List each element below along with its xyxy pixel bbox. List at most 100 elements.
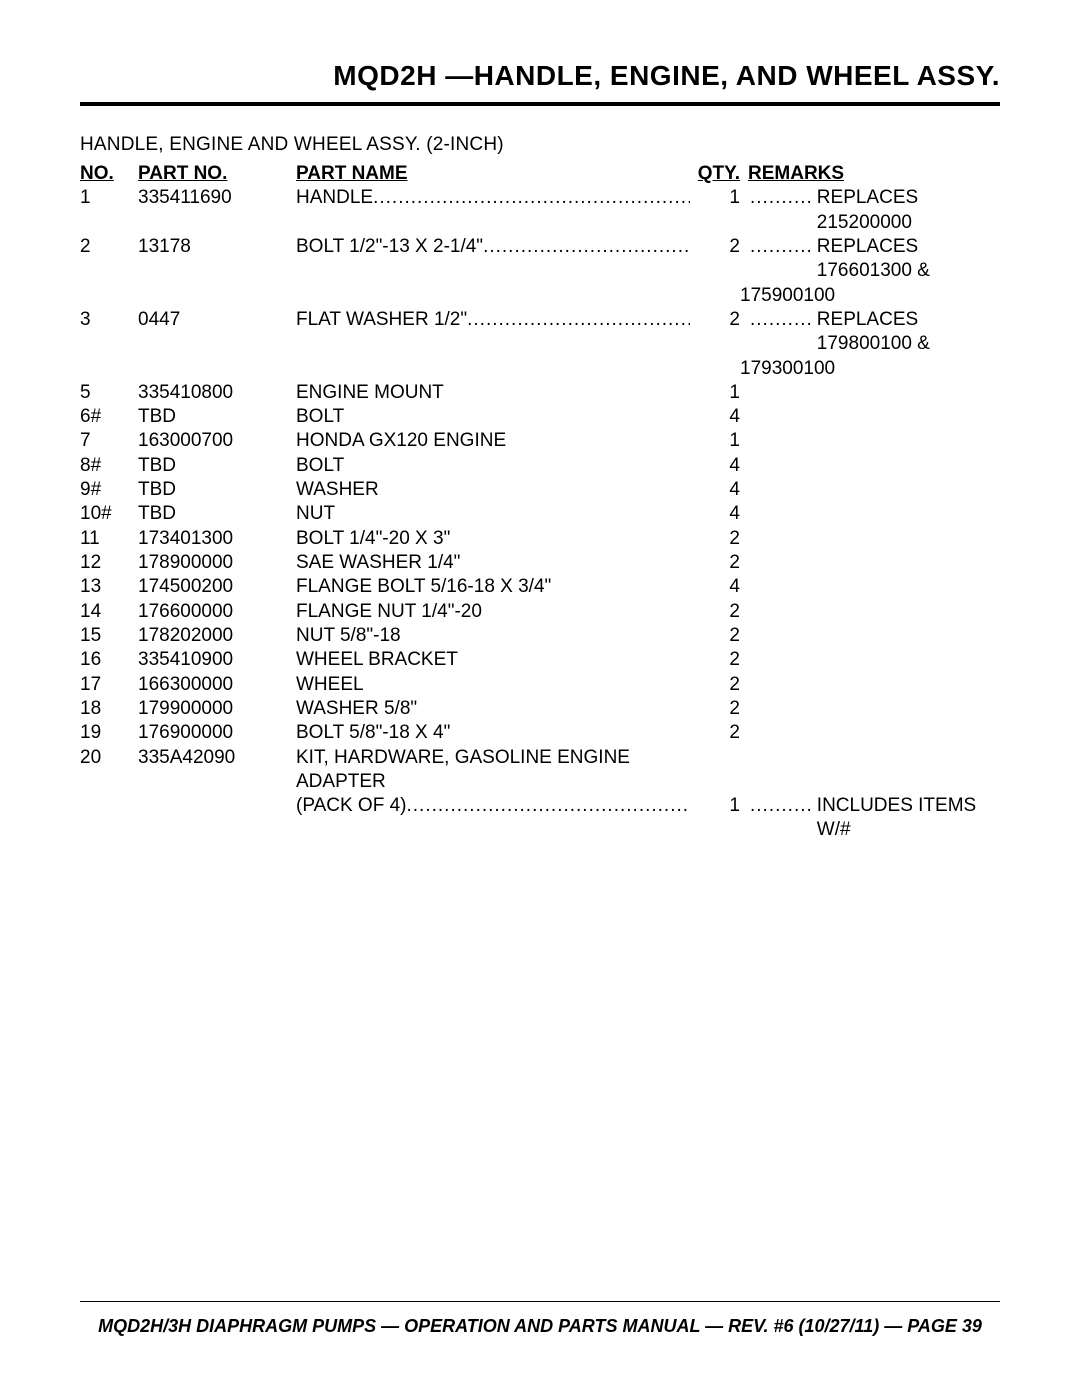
cell-qty: 1 bbox=[690, 429, 740, 453]
cell-remarks: .......... INCLUDES ITEMS W/# bbox=[740, 794, 1000, 843]
cell-partname: WASHER bbox=[296, 478, 690, 502]
cell-partname: FLANGE BOLT 5/16-18 X 3/4" bbox=[296, 575, 690, 599]
cell-partno: 179900000 bbox=[138, 697, 296, 721]
cell-partname-cont: (PACK OF 4) ............................… bbox=[296, 794, 690, 818]
cell-partno: 176900000 bbox=[138, 721, 296, 745]
cell-partname: BOLT 1/4"-20 X 3" bbox=[296, 527, 690, 551]
table-row-cont: 175900100 bbox=[80, 284, 1000, 308]
page-title: MQD2H —HANDLE, ENGINE, AND WHEEL ASSY. bbox=[80, 60, 1000, 102]
cell-no: 13 bbox=[80, 575, 138, 599]
cell-partno: 174500200 bbox=[138, 575, 296, 599]
cell-no: 5 bbox=[80, 381, 138, 405]
table-row: 11173401300BOLT 1/4"-20 X 3"2 bbox=[80, 527, 1000, 551]
cell-partno: 0447 bbox=[138, 308, 296, 332]
cell-partno: 176600000 bbox=[138, 600, 296, 624]
cell-no: 3 bbox=[80, 308, 138, 332]
cell-partname: FLAT WASHER 1/2" .......................… bbox=[296, 308, 690, 332]
col-header-partno: PART NO. bbox=[138, 162, 296, 186]
table-row: 10#TBDNUT4 bbox=[80, 502, 1000, 526]
cell-partno: TBD bbox=[138, 502, 296, 526]
cell-no: 19 bbox=[80, 721, 138, 745]
cell-no: 11 bbox=[80, 527, 138, 551]
cell-qty: 2 bbox=[690, 648, 740, 672]
cell-no: 7 bbox=[80, 429, 138, 453]
cell-no: 15 bbox=[80, 624, 138, 648]
footer-text: MQD2H/3H DIAPHRAGM PUMPS — OPERATION AND… bbox=[80, 1316, 1000, 1337]
cell-remarks: .......... REPLACES 179800100 & bbox=[740, 308, 1000, 357]
cell-no: 17 bbox=[80, 673, 138, 697]
cell-partname: HANDLE .................................… bbox=[296, 186, 690, 210]
table-row: 5335410800ENGINE MOUNT1 bbox=[80, 381, 1000, 405]
cell-remarks-cont: 175900100 bbox=[740, 284, 1000, 308]
cell-qty: 2 bbox=[690, 551, 740, 575]
table-row: 17166300000WHEEL2 bbox=[80, 673, 1000, 697]
cell-partname: WHEEL BRACKET bbox=[296, 648, 690, 672]
cell-partno: TBD bbox=[138, 478, 296, 502]
cell-partno: 335410800 bbox=[138, 381, 296, 405]
table-row-cont: 179300100 bbox=[80, 357, 1000, 381]
cell-no: 20 bbox=[80, 746, 138, 770]
cell-no: 9# bbox=[80, 478, 138, 502]
cell-qty: 4 bbox=[690, 478, 740, 502]
cell-qty: 4 bbox=[690, 405, 740, 429]
section-subtitle: HANDLE, ENGINE AND WHEEL ASSY. (2-INCH) bbox=[80, 134, 1000, 156]
cell-partname: NUT bbox=[296, 502, 690, 526]
table-row: 12178900000SAE WASHER 1/4"2 bbox=[80, 551, 1000, 575]
cell-partname: WHEEL bbox=[296, 673, 690, 697]
cell-no: 14 bbox=[80, 600, 138, 624]
footer-rule bbox=[80, 1301, 1000, 1302]
cell-partname: BOLT bbox=[296, 454, 690, 478]
table-row: 19176900000BOLT 5/8"-18 X 4"2 bbox=[80, 721, 1000, 745]
cell-partname: FLANGE NUT 1/4"-20 bbox=[296, 600, 690, 624]
cell-partname: SAE WASHER 1/4" bbox=[296, 551, 690, 575]
cell-no: 6# bbox=[80, 405, 138, 429]
cell-partname: HONDA GX120 ENGINE bbox=[296, 429, 690, 453]
cell-qty: 2 bbox=[690, 624, 740, 648]
cell-qty: 1 bbox=[690, 381, 740, 405]
table-row: 1 335411690HANDLE .......................… bbox=[80, 186, 1000, 235]
cell-no: 2 bbox=[80, 235, 138, 259]
cell-partno: 173401300 bbox=[138, 527, 296, 551]
cell-partno: TBD bbox=[138, 454, 296, 478]
cell-qty: 1 bbox=[690, 186, 740, 210]
cell-partname: BOLT 1/2"-13 X 2-1/4" ..................… bbox=[296, 235, 690, 259]
cell-partname: NUT 5/8"-18 bbox=[296, 624, 690, 648]
cell-qty: 4 bbox=[690, 575, 740, 599]
col-header-no: NO. bbox=[80, 162, 138, 186]
cell-partname: ENGINE MOUNT bbox=[296, 381, 690, 405]
title-rule bbox=[80, 102, 1000, 106]
table-row: 6#TBDBOLT4 bbox=[80, 405, 1000, 429]
cell-partname: WASHER 5/8" bbox=[296, 697, 690, 721]
cell-qty: 4 bbox=[690, 454, 740, 478]
cell-partname: BOLT bbox=[296, 405, 690, 429]
cell-partno: 335A42090 bbox=[138, 746, 296, 770]
cell-partname: KIT, HARDWARE, GASOLINE ENGINE ADAPTER bbox=[296, 746, 690, 795]
cell-partno: 163000700 bbox=[138, 429, 296, 453]
col-header-partname: PART NAME bbox=[296, 162, 690, 186]
cell-partname: BOLT 5/8"-18 X 4" bbox=[296, 721, 690, 745]
cell-partno: 335410900 bbox=[138, 648, 296, 672]
table-row: 13174500200FLANGE BOLT 5/16-18 X 3/4"4 bbox=[80, 575, 1000, 599]
cell-partno: 335411690 bbox=[138, 186, 296, 210]
cell-partno: 166300000 bbox=[138, 673, 296, 697]
table-row: 15178202000NUT 5/8"-182 bbox=[80, 624, 1000, 648]
cell-no: 12 bbox=[80, 551, 138, 575]
table-row: 16335410900WHEEL BRACKET2 bbox=[80, 648, 1000, 672]
cell-partno: 13178 bbox=[138, 235, 296, 259]
table-row: 8#TBDBOLT4 bbox=[80, 454, 1000, 478]
page-footer: MQD2H/3H DIAPHRAGM PUMPS — OPERATION AND… bbox=[80, 1301, 1000, 1337]
table-header-row: NO. PART NO. PART NAME QTY. REMARKS bbox=[80, 162, 1000, 186]
cell-partno: 178900000 bbox=[138, 551, 296, 575]
parts-table: NO. PART NO. PART NAME QTY. REMARKS 1335… bbox=[80, 162, 1000, 843]
table-row: 14176600000FLANGE NUT 1/4"-202 bbox=[80, 600, 1000, 624]
cell-qty: 2 bbox=[690, 527, 740, 551]
table-row: 9#TBDWASHER4 bbox=[80, 478, 1000, 502]
table-row: 30447FLAT WASHER 1/2" ..................… bbox=[80, 308, 1000, 357]
cell-remarks-cont: 179300100 bbox=[740, 357, 1000, 381]
col-header-qty: QTY. bbox=[690, 162, 740, 186]
cell-no: 16 bbox=[80, 648, 138, 672]
cell-no: 8# bbox=[80, 454, 138, 478]
cell-remarks: .......... REPLACES 176601300 & bbox=[740, 235, 1000, 284]
cell-qty: 2 bbox=[690, 697, 740, 721]
cell-qty: 2 bbox=[690, 600, 740, 624]
